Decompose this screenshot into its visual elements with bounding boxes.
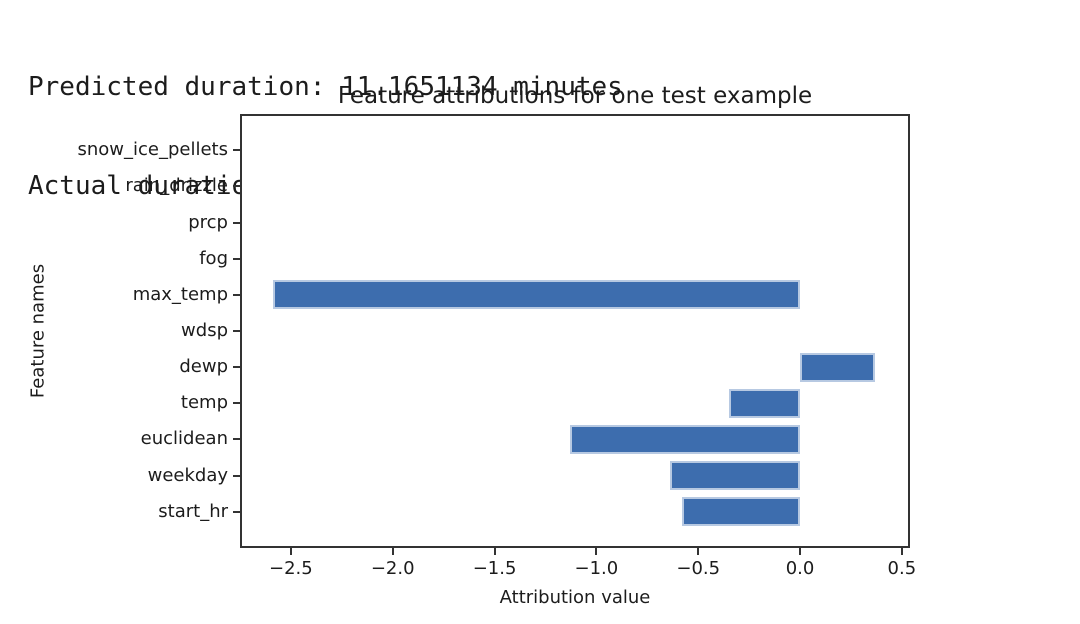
y-tick-label: temp [180,392,228,414]
y-tick [233,510,240,513]
x-tick-label: −1.0 [574,558,619,579]
bar-max_temp [272,280,801,310]
y-tick [233,366,240,369]
x-tick-label: −2.0 [370,558,415,579]
predicted-duration-line: Predicted duration: 11.1651134 minutes [28,72,623,102]
y-tick-label: start_hr [158,500,228,522]
x-axis-label: Attribution value [499,587,651,608]
y-tick-label: snow_ice_pellets [77,139,228,161]
y-tick [233,221,240,224]
y-tick [233,474,240,477]
bar-temp [728,388,801,418]
x-axis-tick-area: −2.5 −2.0 −1.5 −1.0 −0.5 0.0 0.5 [242,548,916,592]
x-tick-label: 0.0 [785,558,815,579]
y-tick [233,185,240,188]
bar-euclidean [569,424,801,454]
y-tick-label: fog [199,247,228,269]
x-tick [595,548,598,555]
y-tick-label: prcp [188,211,228,233]
chart-title: Feature attributions for one test exampl… [337,83,813,109]
y-tick [233,402,240,405]
y-tick [233,330,240,332]
x-tick [900,548,903,555]
x-tick [697,548,700,555]
plot-area [240,114,910,548]
y-tick [233,149,240,152]
y-tick-label: rain_drizzle [125,175,228,197]
bar-start_hr [681,497,801,527]
y-tick-label: max_temp [132,283,228,305]
y-tick [233,293,240,296]
bar-dewp [800,352,876,382]
x-tick-label: −2.5 [269,558,313,579]
y-tick [233,257,240,260]
y-tick-label: euclidean [140,428,228,450]
y-tick-label: wdsp [181,320,228,341]
x-tick [799,548,802,555]
x-tick-label: −0.5 [676,558,721,579]
y-tick [233,438,240,441]
x-tick-label: 0.5 [887,558,917,579]
bar-weekday [669,461,801,490]
x-tick-label: −1.5 [472,558,517,579]
y-tick-label: dewp [179,356,228,378]
x-tick [493,548,496,555]
y-tick-label: weekday [147,464,228,486]
x-tick [391,548,394,555]
x-tick [289,548,292,555]
